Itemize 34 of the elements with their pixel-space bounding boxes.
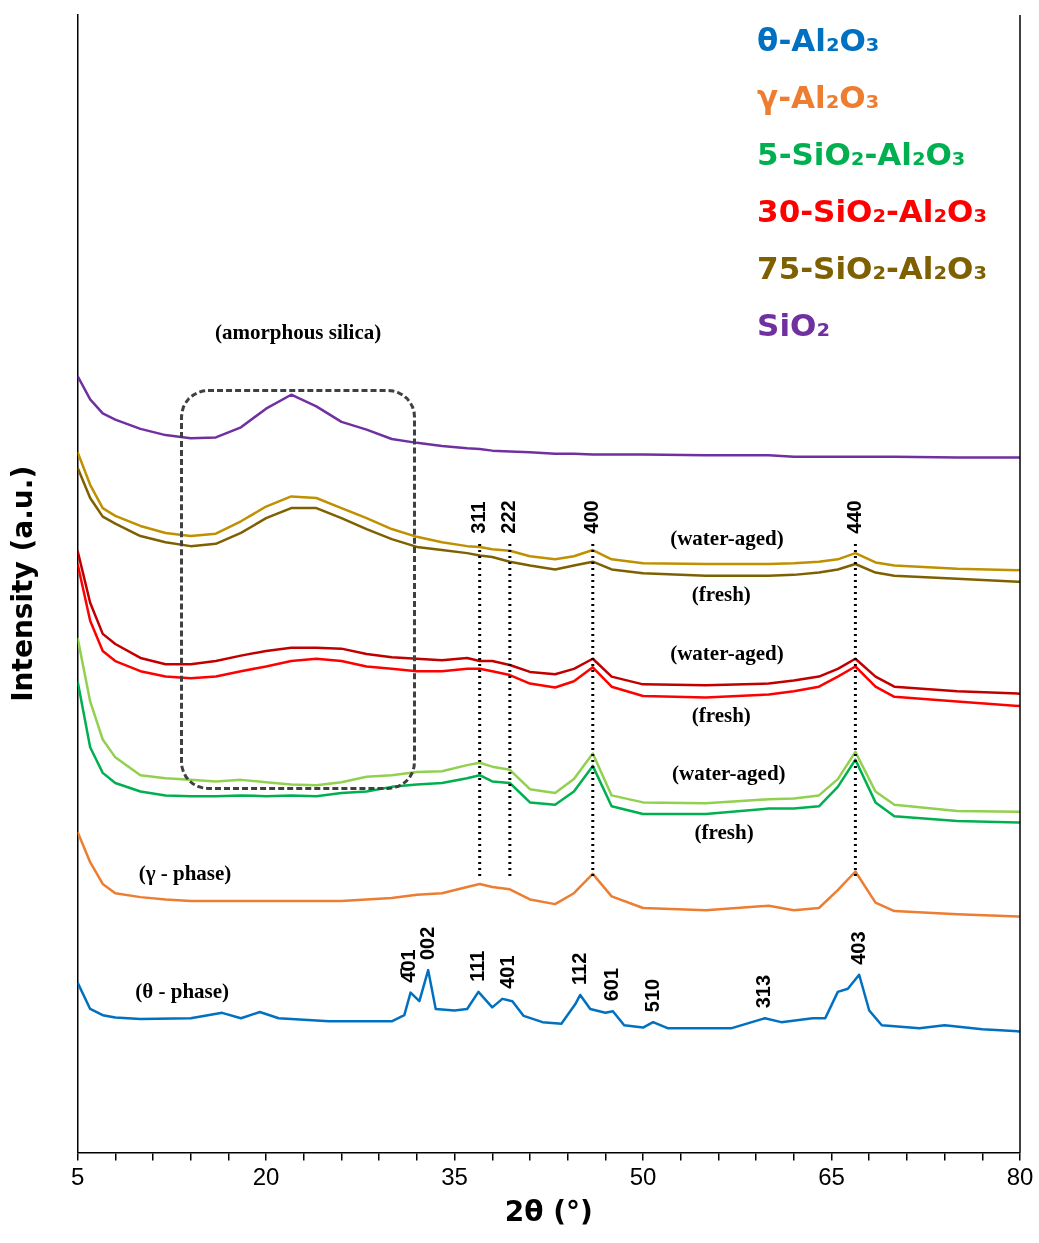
- annotation: 510: [640, 978, 663, 1013]
- annotation: 400: [579, 500, 602, 534]
- text: γ-Al₂O₃: [757, 78, 881, 117]
- annotation: (fresh): [694, 820, 754, 845]
- x-tick-label: 20: [252, 1162, 280, 1190]
- annotation: (fresh): [691, 581, 751, 606]
- annotation: 601: [600, 967, 623, 1002]
- annotation: 440: [842, 500, 865, 534]
- x-tick-label: 80: [1006, 1162, 1034, 1190]
- x-tick-label: 65: [818, 1162, 845, 1190]
- annotation: (water-aged): [670, 640, 784, 665]
- annotation: 111: [465, 950, 488, 982]
- x-tick-label: 35: [441, 1162, 468, 1190]
- annotation: 112: [567, 952, 590, 985]
- text: SiO₂: [757, 306, 831, 345]
- text: θ-Al₂O₃: [757, 21, 881, 60]
- annotation: (γ - phase): [138, 861, 232, 886]
- x-tick-label: 50: [629, 1162, 657, 1190]
- text: 5-SiO₂-Al₂O₃: [757, 135, 967, 174]
- annotation: 313: [752, 974, 775, 1009]
- annotation: 311: [467, 501, 490, 534]
- text: (amorphous silica): [214, 319, 382, 344]
- annotation: (fresh): [691, 703, 751, 728]
- y-axis-title: Intensity (a.u.): [6, 465, 40, 702]
- annotation: (water-aged): [670, 525, 784, 550]
- annotation: 401: [496, 955, 519, 989]
- annotation: 403: [846, 931, 869, 965]
- annotation: (θ - phase): [135, 978, 230, 1003]
- text: 75-SiO₂-Al₂O₃: [757, 249, 987, 288]
- text: 30-SiO₂-Al₂O₃: [757, 192, 987, 231]
- annotation: (water-aged): [672, 761, 786, 786]
- x-axis-title: 2θ (°): [504, 1195, 593, 1229]
- annotation: 222: [496, 500, 519, 534]
- x-tick-label: 5: [70, 1162, 85, 1190]
